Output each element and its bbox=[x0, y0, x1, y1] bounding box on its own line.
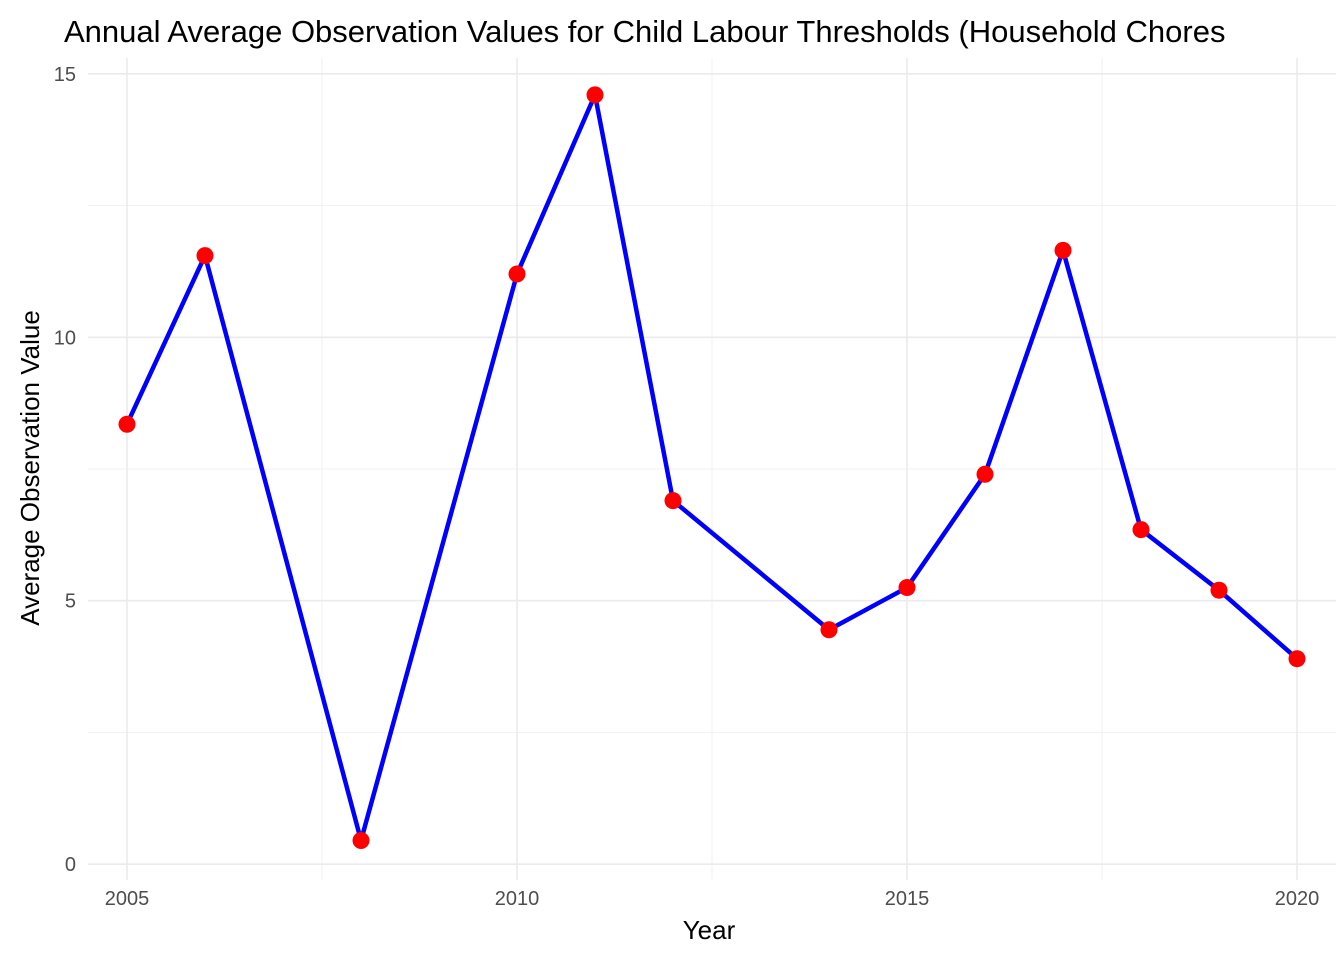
data-point bbox=[976, 465, 994, 483]
data-point bbox=[1288, 650, 1306, 668]
y-tick-label: 15 bbox=[54, 64, 76, 86]
x-tick-label: 2010 bbox=[495, 888, 540, 910]
chart-title: Annual Average Observation Values for Ch… bbox=[64, 14, 1225, 49]
data-point bbox=[1210, 581, 1228, 599]
x-axis-title: Year bbox=[683, 915, 736, 945]
y-tick-label: 10 bbox=[54, 327, 76, 349]
x-tick-label: 2020 bbox=[1275, 888, 1320, 910]
data-point bbox=[508, 265, 526, 283]
y-axis-title: Average Observation Value bbox=[15, 310, 45, 626]
minor-grid bbox=[88, 58, 1336, 880]
x-tick-label: 2015 bbox=[885, 888, 930, 910]
data-point bbox=[586, 86, 604, 104]
data-point bbox=[1132, 521, 1150, 539]
data-point bbox=[196, 247, 214, 265]
data-point bbox=[898, 579, 916, 597]
tick-labels: 2005 2010 2015 2020 0 5 10 15 bbox=[54, 64, 1320, 910]
x-tick-label: 2005 bbox=[105, 888, 150, 910]
data-point bbox=[118, 415, 136, 433]
data-point bbox=[664, 492, 682, 510]
data-point bbox=[820, 621, 838, 639]
y-tick-label: 0 bbox=[65, 854, 76, 876]
data-point bbox=[352, 831, 370, 849]
y-tick-label: 5 bbox=[65, 591, 76, 613]
data-point bbox=[1054, 241, 1072, 259]
series-layer bbox=[118, 86, 1306, 849]
